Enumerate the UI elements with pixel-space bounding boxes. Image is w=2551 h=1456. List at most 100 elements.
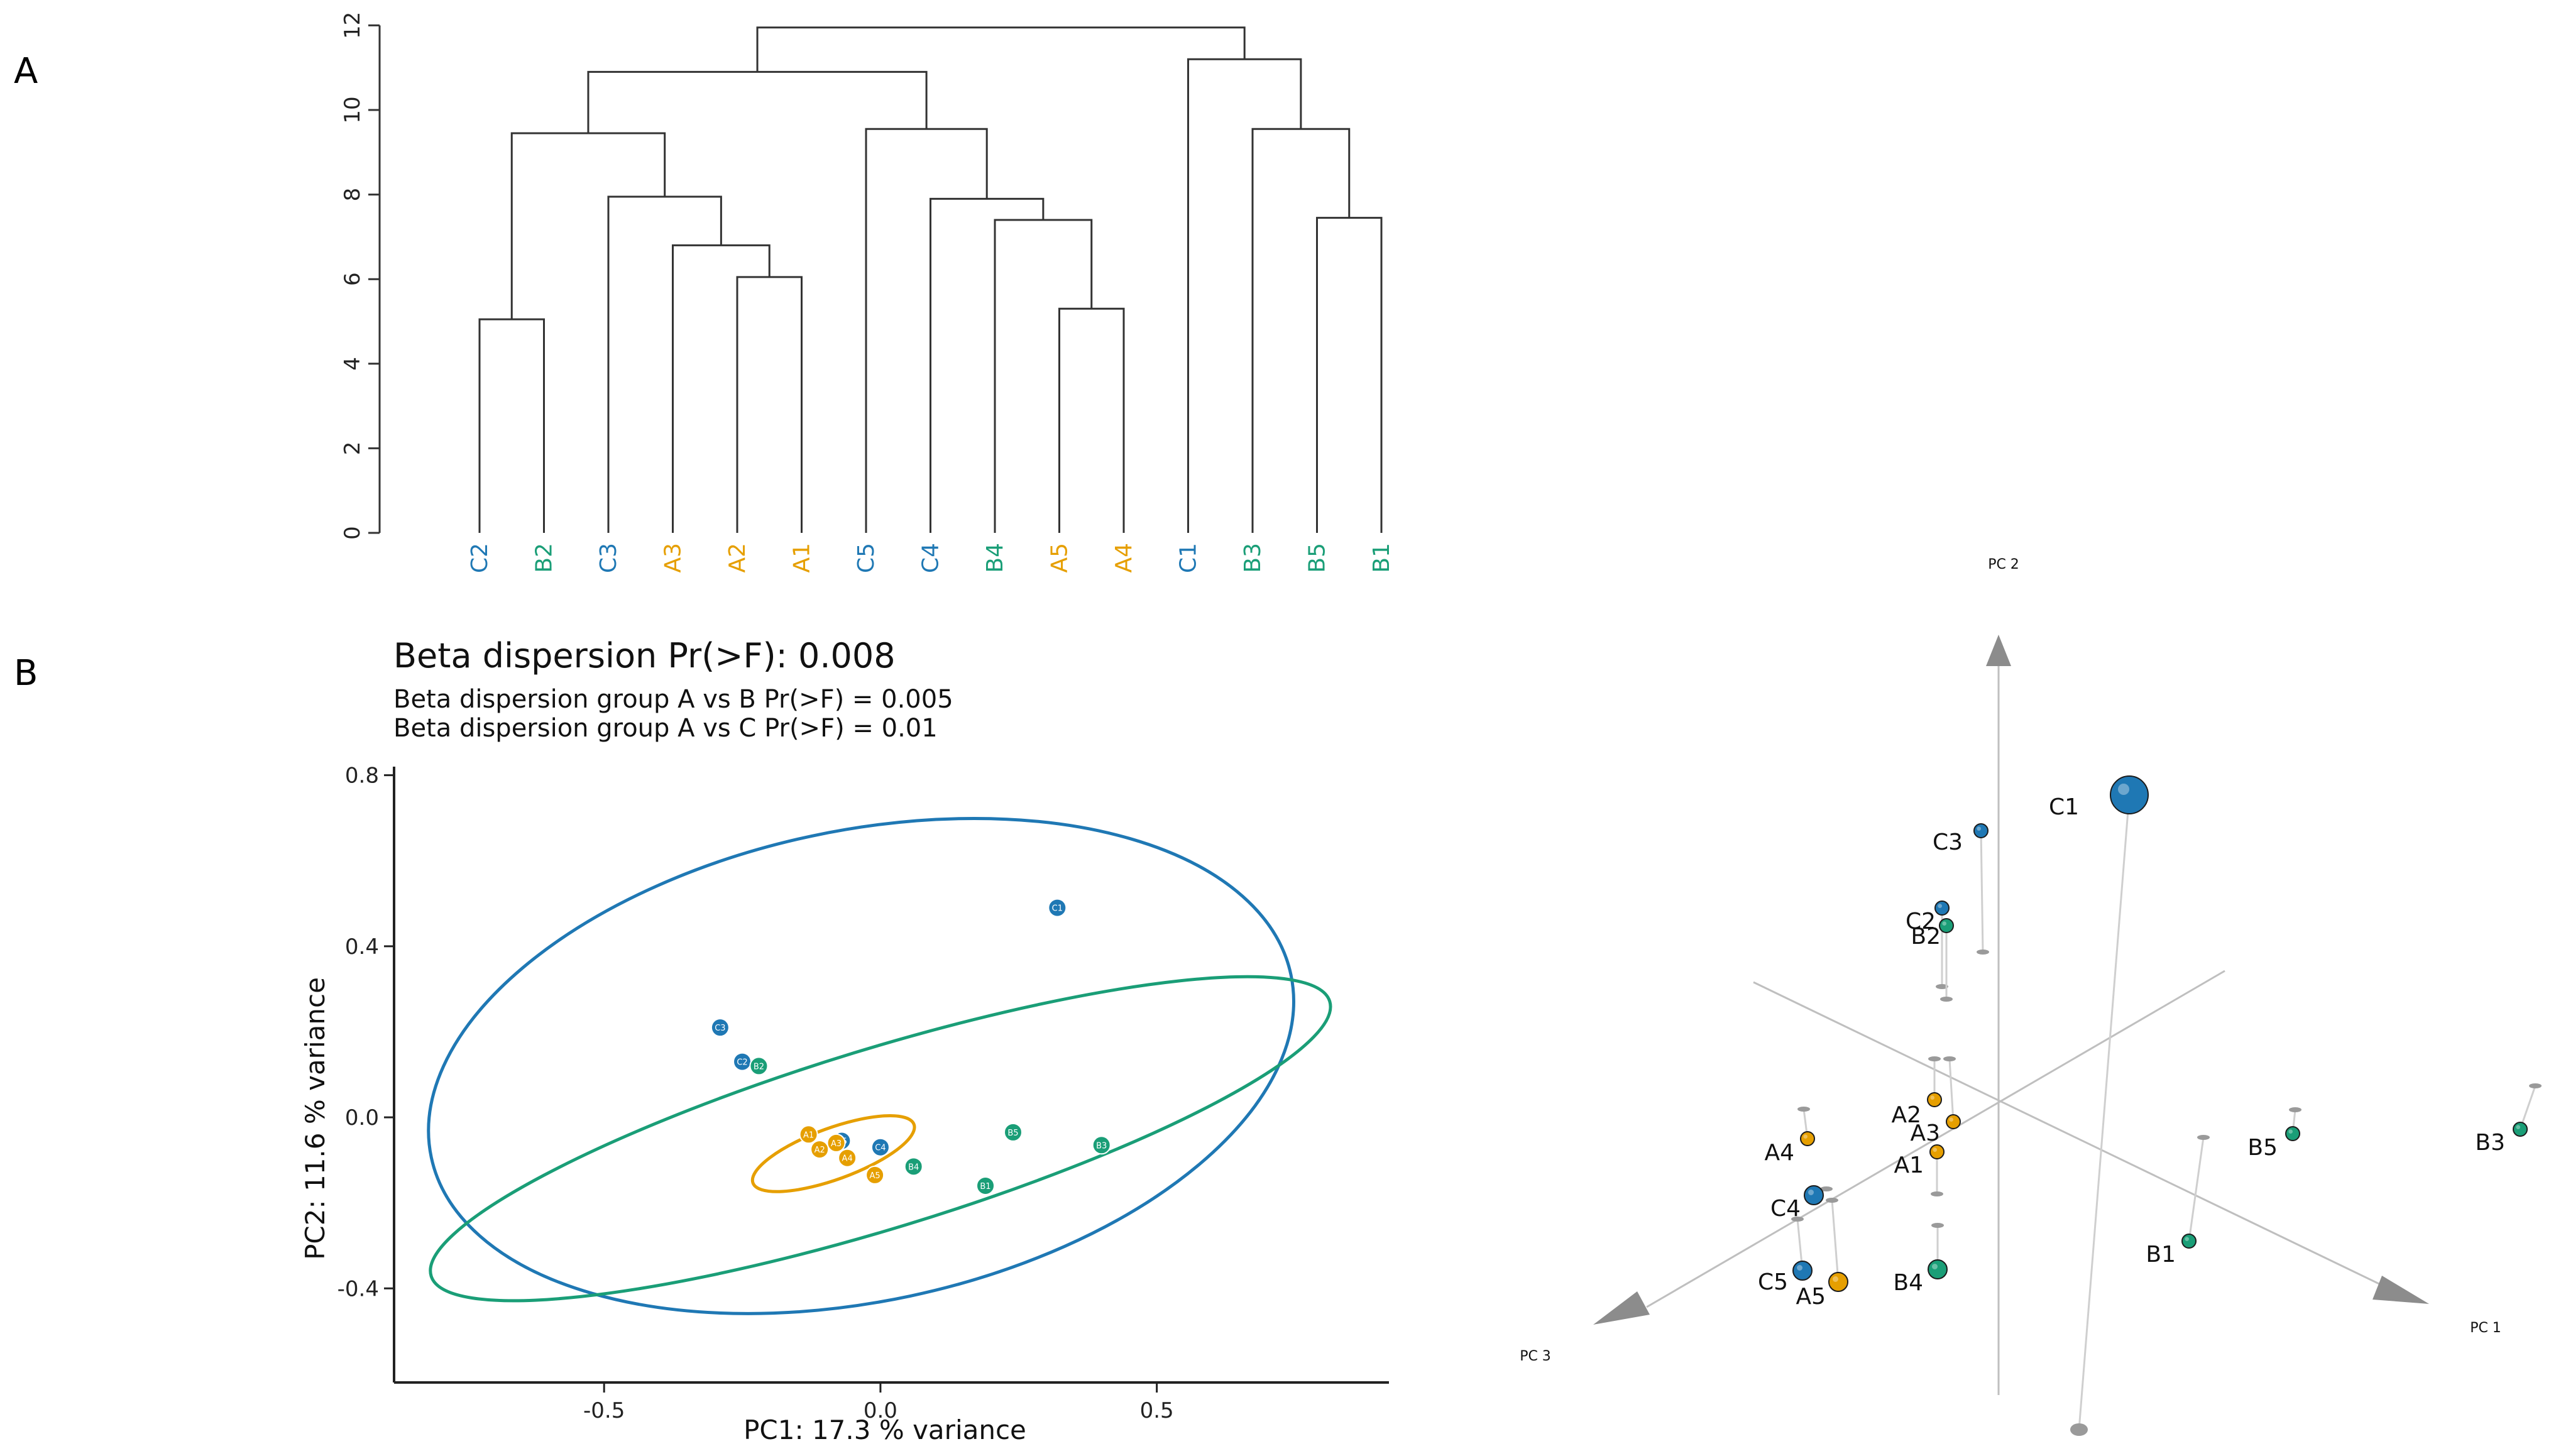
svg-text:C3: C3 — [1933, 829, 1963, 855]
svg-text:A3: A3 — [831, 1139, 842, 1149]
svg-text:B2: B2 — [1911, 924, 1941, 950]
pcoa-subtitle-ab: Beta dispersion group A vs B Pr(>F) = 0.… — [393, 685, 953, 714]
svg-text:A4: A4 — [842, 1154, 853, 1164]
svg-text:C1: C1 — [1052, 904, 1063, 914]
pca-3d-point-C4: C4 — [1770, 1185, 1833, 1222]
pcoa-title: Beta dispersion Pr(>F): 0.008 — [393, 636, 896, 676]
svg-text:A1: A1 — [1894, 1152, 1924, 1178]
dendrogram-leaf-C3: C3 — [596, 543, 622, 573]
pcoa-y-axis-label: PC2: 11.6 % variance — [300, 977, 331, 1260]
svg-text:A1: A1 — [803, 1130, 814, 1140]
pc3-arrow-icon — [1593, 1291, 1650, 1325]
pca-3d-point-C1: C1 — [2049, 775, 2149, 1436]
pcoa-point-C1: C1 — [1048, 898, 1067, 917]
dendrogram-leaf-C5: C5 — [853, 543, 879, 573]
pcoa-point-A1: A1 — [799, 1125, 818, 1144]
svg-text:B4: B4 — [1893, 1270, 1923, 1296]
pca-3d-point-A5: A5 — [1796, 1198, 1848, 1310]
svg-text:C2: C2 — [1906, 909, 1936, 934]
pcoa-x-tick-label: 0.0 — [864, 1398, 897, 1423]
svg-text:B4: B4 — [908, 1163, 919, 1172]
dendrogram-leaf-C4: C4 — [918, 543, 944, 573]
pcoa-point-B3: B3 — [1092, 1136, 1111, 1155]
pca-3d-axes: PC 2 PC 3 PC 1 — [1520, 557, 2501, 1395]
pcoa-y-tick-label: 0.0 — [345, 1105, 379, 1130]
pca-3d-point-A2: A2 — [1891, 1056, 1942, 1128]
pcoa-axes: -0.5 0.0 0.5 -0.4 0.0 0.4 0.8 — [337, 764, 1389, 1423]
svg-text:B3: B3 — [2475, 1130, 2505, 1156]
pcoa-x-tick-label: 0.5 — [1140, 1398, 1174, 1423]
svg-text:B5: B5 — [2247, 1135, 2278, 1161]
dendrogram-leaf-A1: A1 — [789, 543, 815, 573]
pca-3d-point-C5: C5 — [1758, 1217, 1813, 1295]
pcoa-ellipses — [427, 816, 1332, 1315]
dendrogram-link — [756, 26, 1246, 72]
pcoa-y-tick-label: -0.4 — [337, 1276, 379, 1301]
pca-3d-point-B3: B3 — [2475, 1083, 2542, 1156]
dendrogram-y-tick-label: 10 — [340, 96, 365, 123]
dendrogram-panel: 0 2 4 6 8 10 12 C2 B2 C3 A3 A2 A1 C5 C4 B4 A5 A4 C1 B3 B5 B1 — [340, 12, 1395, 573]
dendrogram-y-tick-label: 4 — [340, 357, 365, 371]
pcoa-point-A4: A4 — [838, 1148, 857, 1168]
svg-text:A5: A5 — [1796, 1284, 1826, 1310]
pcoa-ellipse-group-B — [429, 975, 1332, 1303]
pcoa-point-B5: B5 — [1003, 1122, 1023, 1142]
svg-text:A5: A5 — [870, 1171, 881, 1181]
dendrogram-leaf-C1: C1 — [1176, 543, 1202, 573]
pcoa-y-tick-label: 0.8 — [345, 764, 379, 789]
pca-3d-point-B2: B2 — [1911, 918, 1954, 1002]
pcoa-point-C4: C4 — [870, 1137, 890, 1157]
pcoa-y-tick-label: 0.4 — [345, 934, 379, 960]
pcoa-points: C1C3C2B2C4C5B4B5B3B1A1A2A3A4A5 — [710, 898, 1111, 1195]
pc1-arrow-icon — [2373, 1276, 2429, 1304]
dendrogram-leaf-A3: A3 — [661, 543, 686, 573]
dendrogram-leaf-A4: A4 — [1111, 543, 1137, 573]
pcoa-x-tick-label: -0.5 — [583, 1398, 625, 1423]
pc3-axis-label: PC 3 — [1520, 1349, 1551, 1364]
pcoa-x-axis-label: PC1: 17.3 % variance — [743, 1415, 1026, 1445]
pc1-axis-label: PC 1 — [2470, 1320, 2501, 1336]
svg-text:C5: C5 — [1758, 1269, 1788, 1295]
dendrogram-y-tick-label: 2 — [340, 442, 365, 456]
svg-text:B2: B2 — [754, 1062, 764, 1071]
pca-3d-point-A1: A1 — [1894, 1144, 1945, 1196]
dendrogram-leaf-B5: B5 — [1305, 543, 1330, 573]
pca-3d-point-B5: B5 — [2247, 1107, 2301, 1161]
pcoa-point-C3: C3 — [710, 1018, 730, 1037]
dendrogram-y-tick-label: 6 — [340, 272, 365, 286]
dendrogram-leaf-B2: B2 — [532, 543, 557, 573]
pcoa-ellipse-group-A — [750, 1114, 916, 1193]
pca-3d-point-B1: B1 — [2146, 1135, 2210, 1267]
dendrogram-leaf-labels: C2 B2 C3 A3 A2 A1 C5 C4 B4 A5 A4 C1 B3 B5 B1 — [467, 543, 1395, 573]
pc2-arrow-icon — [1986, 635, 2011, 666]
dendrogram-leaf-A2: A2 — [725, 543, 750, 573]
pca-3d-point-C2: C2 — [1906, 900, 1950, 989]
svg-text:C1: C1 — [2049, 794, 2079, 820]
pcoa-panel: Beta dispersion Pr(>F): 0.008 Beta dispe… — [300, 636, 1389, 1445]
pcoa-point-B1: B1 — [976, 1176, 996, 1195]
svg-text:A3: A3 — [1910, 1120, 1940, 1146]
svg-text:B1: B1 — [980, 1182, 990, 1191]
pcoa-point-B2: B2 — [749, 1056, 769, 1076]
pcoa-point-A3: A3 — [826, 1133, 846, 1152]
pcoa-point-B4: B4 — [904, 1157, 923, 1176]
pc3-axis-line — [1646, 970, 2225, 1308]
pca-3d-point-A3: A3 — [1910, 1056, 1961, 1146]
dendrogram-y-tick-label: 0 — [340, 526, 365, 540]
pca-3d-point-B4: B4 — [1893, 1223, 1948, 1296]
pcoa-point-C2: C2 — [733, 1052, 752, 1071]
pcoa-point-A5: A5 — [865, 1165, 885, 1185]
dendrogram-links — [478, 26, 1383, 533]
svg-text:B1: B1 — [2146, 1242, 2176, 1267]
dendrogram-leaf-B1: B1 — [1369, 543, 1395, 573]
dendrogram-leaf-B3: B3 — [1240, 543, 1266, 573]
svg-text:B5: B5 — [1007, 1129, 1018, 1138]
dendrogram-leaf-C2: C2 — [467, 543, 493, 573]
svg-text:A2: A2 — [1891, 1102, 1921, 1128]
dendrogram-y-axis: 0 2 4 6 8 10 12 — [340, 12, 381, 540]
svg-text:C4: C4 — [875, 1144, 886, 1153]
dendrogram-leaf-A5: A5 — [1047, 543, 1073, 573]
